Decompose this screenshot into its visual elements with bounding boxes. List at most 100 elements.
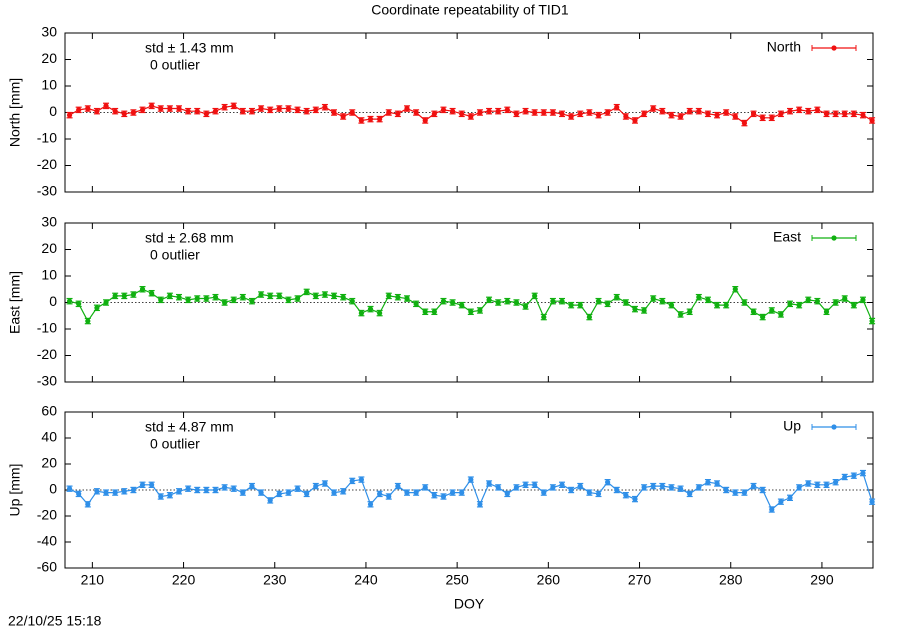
- data-point: [449, 108, 456, 114]
- data-point: [139, 482, 146, 488]
- data-point: [577, 111, 583, 117]
- data-point: [440, 298, 447, 304]
- data-point: [732, 490, 738, 496]
- data-point: [532, 109, 538, 116]
- data-point: [331, 293, 337, 299]
- data-point: [167, 293, 173, 299]
- data-point: [833, 479, 839, 485]
- data-point: [805, 108, 811, 114]
- data-point: [769, 307, 775, 314]
- data-point: [623, 492, 629, 498]
- data-point: [66, 298, 73, 304]
- data-point: [176, 488, 182, 494]
- data-point: [778, 499, 784, 505]
- data-point: [66, 486, 73, 492]
- data-point: [586, 490, 592, 496]
- data-point: [732, 113, 738, 120]
- y-tick-label: -60: [37, 559, 57, 575]
- data-point: [760, 115, 766, 121]
- data-point: [687, 491, 693, 497]
- y-tick-label: -10: [37, 130, 57, 146]
- data-point: [121, 293, 127, 299]
- data-point: [632, 496, 638, 502]
- y-tick-label: 30: [41, 24, 57, 40]
- y-tick-label: -20: [37, 346, 57, 362]
- data-point: [787, 108, 793, 114]
- data-point: [805, 297, 811, 303]
- data-point: [696, 484, 702, 490]
- data-point: [313, 483, 319, 489]
- data-point: [659, 483, 665, 489]
- data-point: [869, 499, 875, 505]
- data-point: [842, 474, 848, 480]
- data-point: [149, 482, 155, 488]
- data-point: [404, 295, 410, 302]
- y-tick-label: 0: [49, 293, 57, 309]
- data-point: [377, 310, 383, 316]
- data-point: [541, 314, 547, 320]
- data-point: [103, 103, 109, 109]
- data-point: [167, 492, 173, 498]
- data-point: [860, 112, 866, 118]
- annotation-std: std ± 1.43 mm: [145, 40, 234, 56]
- data-point: [586, 109, 592, 116]
- data-point: [823, 482, 830, 488]
- data-point: [395, 294, 401, 300]
- data-point: [650, 483, 656, 489]
- data-point: [267, 293, 273, 299]
- data-point: [705, 297, 711, 303]
- data-point: [249, 483, 255, 489]
- data-point: [149, 290, 155, 296]
- annotation-std: std ± 2.68 mm: [145, 230, 234, 246]
- data-point: [340, 294, 346, 300]
- data-point: [240, 108, 246, 114]
- data-point: [267, 107, 273, 113]
- data-point: [121, 111, 127, 117]
- data-point: [568, 302, 574, 308]
- data-point: [440, 493, 447, 500]
- legend-marker: [831, 424, 837, 430]
- data-point: [851, 302, 857, 308]
- data-point: [468, 477, 474, 483]
- data-point: [386, 293, 392, 299]
- data-point: [76, 301, 82, 307]
- annotation-outlier: 0 outlier: [150, 436, 200, 452]
- data-point: [340, 488, 346, 494]
- data-point: [595, 491, 602, 497]
- data-point: [550, 484, 556, 490]
- data-point: [431, 111, 437, 117]
- data-point: [623, 299, 629, 306]
- data-point: [304, 491, 310, 497]
- data-point: [221, 104, 228, 110]
- data-point: [358, 310, 364, 316]
- data-point: [349, 478, 355, 484]
- data-point: [513, 299, 520, 306]
- data-point: [723, 109, 729, 116]
- data-point: [641, 111, 647, 117]
- data-point: [349, 109, 355, 116]
- data-point: [495, 484, 501, 490]
- data-point: [285, 297, 292, 303]
- data-point: [796, 484, 802, 490]
- data-point: [276, 293, 282, 299]
- data-point: [249, 298, 255, 304]
- data-point: [814, 482, 820, 488]
- data-point: [76, 107, 82, 113]
- data-point: [842, 295, 848, 302]
- data-point: [112, 108, 118, 114]
- data-point: [212, 487, 219, 493]
- data-point: [541, 109, 547, 116]
- data-point: [605, 109, 611, 116]
- data-point: [705, 111, 711, 117]
- data-point: [851, 111, 857, 117]
- data-point: [331, 490, 337, 496]
- data-point: [778, 111, 784, 117]
- data-point: [367, 306, 374, 312]
- data-point: [495, 299, 501, 306]
- x-axis-label: DOY: [454, 596, 485, 612]
- data-point: [677, 311, 684, 318]
- data-point: [459, 111, 465, 117]
- data-point: [258, 490, 264, 496]
- data-point: [158, 297, 164, 303]
